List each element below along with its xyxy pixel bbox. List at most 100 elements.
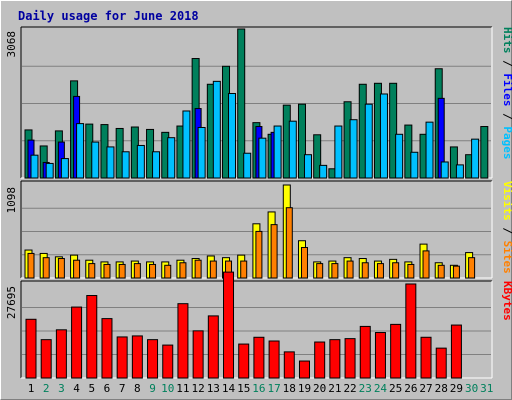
bar-pages-day-13 <box>212 80 221 179</box>
bar-pages-day-30 <box>471 138 480 179</box>
legend-separator: / <box>501 107 512 127</box>
bar-pages-day-17 <box>273 125 282 179</box>
bar-pages-day-5 <box>91 141 100 179</box>
x-tick-label: 5 <box>88 382 95 395</box>
bar-pages-day-28 <box>440 161 449 179</box>
bar-pages-day-22 <box>349 119 358 179</box>
bar-pages-day-26 <box>410 151 419 179</box>
x-tick-label: 21 <box>328 382 341 395</box>
bar-sites-day-2 <box>42 257 50 279</box>
bar-kbytes-day-6 <box>101 318 113 379</box>
panel-max-label: 27695 <box>5 286 18 319</box>
bar-hits-day-31 <box>480 126 489 179</box>
bar-kbytes-day-8 <box>131 335 143 379</box>
bar-kbytes-day-2 <box>40 339 52 379</box>
bar-hits-day-26 <box>404 124 413 179</box>
bar-sites-day-24 <box>376 263 384 279</box>
bar-sites-day-7 <box>118 263 126 279</box>
bar-pages-day-3 <box>60 158 69 179</box>
bar-pages-day-25 <box>395 133 404 179</box>
bar-sites-day-11 <box>179 262 187 279</box>
bar-hits-day-19 <box>297 103 306 179</box>
bar-kbytes-day-23 <box>359 325 371 379</box>
bar-sites-day-12 <box>194 259 202 279</box>
bar-kbytes-day-26 <box>405 283 417 379</box>
bar-kbytes-day-4 <box>71 306 83 379</box>
bar-sites-day-6 <box>103 263 111 279</box>
x-tick-label: 18 <box>283 382 296 395</box>
bar-kbytes-day-27 <box>420 336 432 379</box>
bar-hits-day-20 <box>313 134 322 179</box>
bar-pages-day-8 <box>136 144 145 179</box>
bar-sites-day-13 <box>209 260 217 279</box>
x-tick-label: 10 <box>161 382 174 395</box>
bar-sites-day-30 <box>468 257 476 279</box>
bar-pages-day-14 <box>228 92 237 179</box>
x-tick-label: 30 <box>465 382 478 395</box>
x-tick-label: 27 <box>419 382 432 395</box>
x-tick-label: 20 <box>313 382 326 395</box>
bar-sites-day-10 <box>164 264 172 279</box>
bar-kbytes-day-10 <box>162 344 174 379</box>
bar-kbytes-day-17 <box>268 340 280 379</box>
bar-pages-day-10 <box>167 137 176 179</box>
bar-sites-day-15 <box>240 260 248 279</box>
legend-item-visits: Visits <box>501 181 512 221</box>
bar-pages-day-20 <box>319 164 328 179</box>
x-tick-label: 31 <box>480 382 493 395</box>
x-tick-label: 17 <box>267 382 280 395</box>
bar-kbytes-day-19 <box>298 360 310 379</box>
panel-legend: Visits / Sites <box>501 181 512 274</box>
bar-pages-day-12 <box>197 126 206 179</box>
bar-pages-day-23 <box>364 103 373 179</box>
legend-item-hits: Hits <box>501 27 512 54</box>
x-tick-label: 16 <box>252 382 265 395</box>
bar-sites-day-26 <box>407 263 415 279</box>
x-tick-label: 2 <box>43 382 50 395</box>
x-tick-label: 26 <box>404 382 417 395</box>
legend-item-pages: Pages <box>501 126 512 159</box>
legend-item-kbytes: KBytes <box>501 281 512 321</box>
bar-kbytes-day-16 <box>253 336 265 379</box>
bar-kbytes-day-25 <box>390 323 402 379</box>
bar-pages-day-21 <box>334 125 343 179</box>
x-tick-label: 3 <box>58 382 65 395</box>
bar-kbytes-day-14 <box>223 271 235 379</box>
bar-kbytes-day-3 <box>55 329 67 379</box>
bar-kbytes-day-1 <box>25 318 37 379</box>
bar-sites-day-4 <box>73 259 81 279</box>
x-tick-label: 29 <box>450 382 463 395</box>
x-tick-label: 24 <box>374 382 388 395</box>
x-tick-label: 28 <box>435 382 448 395</box>
bar-kbytes-day-21 <box>329 339 341 379</box>
bar-sites-day-3 <box>57 258 65 279</box>
x-tick-label: 15 <box>237 382 250 395</box>
panel-legend: KBytes <box>501 281 512 321</box>
x-tick-label: 22 <box>343 382 356 395</box>
panel-max-label: 3068 <box>5 31 18 58</box>
bar-pages-day-6 <box>106 146 115 179</box>
legend-separator: / <box>501 221 512 241</box>
bar-sites-day-22 <box>346 260 354 279</box>
x-tick-label: 8 <box>134 382 141 395</box>
bar-pages-day-15 <box>243 152 252 179</box>
panel-legend: Hits / Files / Pages <box>501 27 512 160</box>
bar-kbytes-day-7 <box>116 336 128 379</box>
bar-kbytes-day-5 <box>86 295 98 379</box>
bar-sites-day-28 <box>437 264 445 279</box>
panel-max-label: 1098 <box>5 187 18 214</box>
bar-hits-day-15 <box>237 28 246 179</box>
bar-pages-day-16 <box>258 137 267 179</box>
bar-kbytes-day-15 <box>238 343 250 379</box>
x-tick-label: 6 <box>104 382 111 395</box>
bar-sites-day-19 <box>300 247 308 279</box>
bar-sites-day-17 <box>270 224 278 279</box>
bar-kbytes-day-11 <box>177 303 189 379</box>
panel-1: 3068 Hits / Files / Pages <box>5 26 512 179</box>
bar-kbytes-day-20 <box>314 341 326 379</box>
legend-item-sites: Sites <box>501 241 512 274</box>
bar-pages-day-24 <box>379 93 388 179</box>
bar-kbytes-day-24 <box>374 332 386 379</box>
panel-3: 27695 KBytes <box>5 271 512 379</box>
x-tick-label: 13 <box>207 382 220 395</box>
